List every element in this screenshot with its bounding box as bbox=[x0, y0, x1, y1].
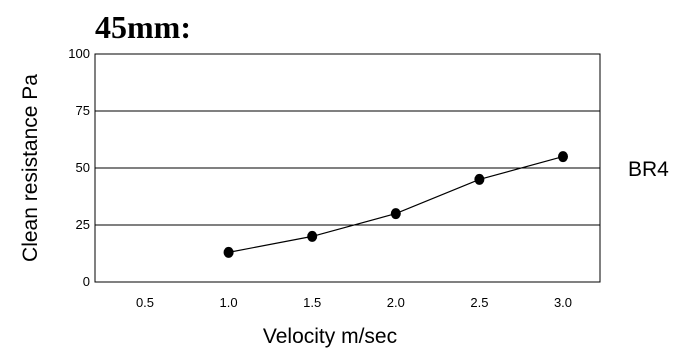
x-tick-label: 1.0 bbox=[220, 295, 238, 310]
x-tick-label: 0.5 bbox=[136, 295, 154, 310]
y-tick-label: 50 bbox=[76, 160, 90, 175]
y-tick-label: 75 bbox=[76, 103, 90, 118]
series-line bbox=[228, 156, 564, 253]
y-tick-label: 100 bbox=[68, 46, 90, 61]
chart-title: 45mm: bbox=[95, 9, 191, 45]
data-point bbox=[558, 151, 568, 163]
x-tick-label: 2.5 bbox=[470, 295, 488, 310]
x-tick-label: 1.5 bbox=[303, 295, 321, 310]
x-tick-label: 3.0 bbox=[554, 295, 572, 310]
gridlines bbox=[95, 110, 600, 226]
x-tick-label: 2.0 bbox=[387, 295, 405, 310]
y-tick-label: 25 bbox=[76, 217, 90, 232]
y-axis-label: Clean resistance Pa bbox=[19, 74, 42, 262]
y-tick-label: 0 bbox=[83, 274, 90, 289]
legend-series-name: BR4 bbox=[628, 158, 669, 181]
data-point bbox=[307, 230, 318, 242]
series-layer bbox=[223, 151, 568, 258]
x-axis-ticks: 0.5 1.0 1.5 2.0 2.5 3.0 bbox=[136, 295, 572, 310]
data-point bbox=[223, 246, 234, 258]
data-point bbox=[474, 173, 485, 185]
y-axis-ticks: 0 25 50 75 100 bbox=[68, 46, 90, 289]
x-axis-label: Velocity m/sec bbox=[263, 325, 397, 348]
data-point bbox=[390, 208, 401, 220]
